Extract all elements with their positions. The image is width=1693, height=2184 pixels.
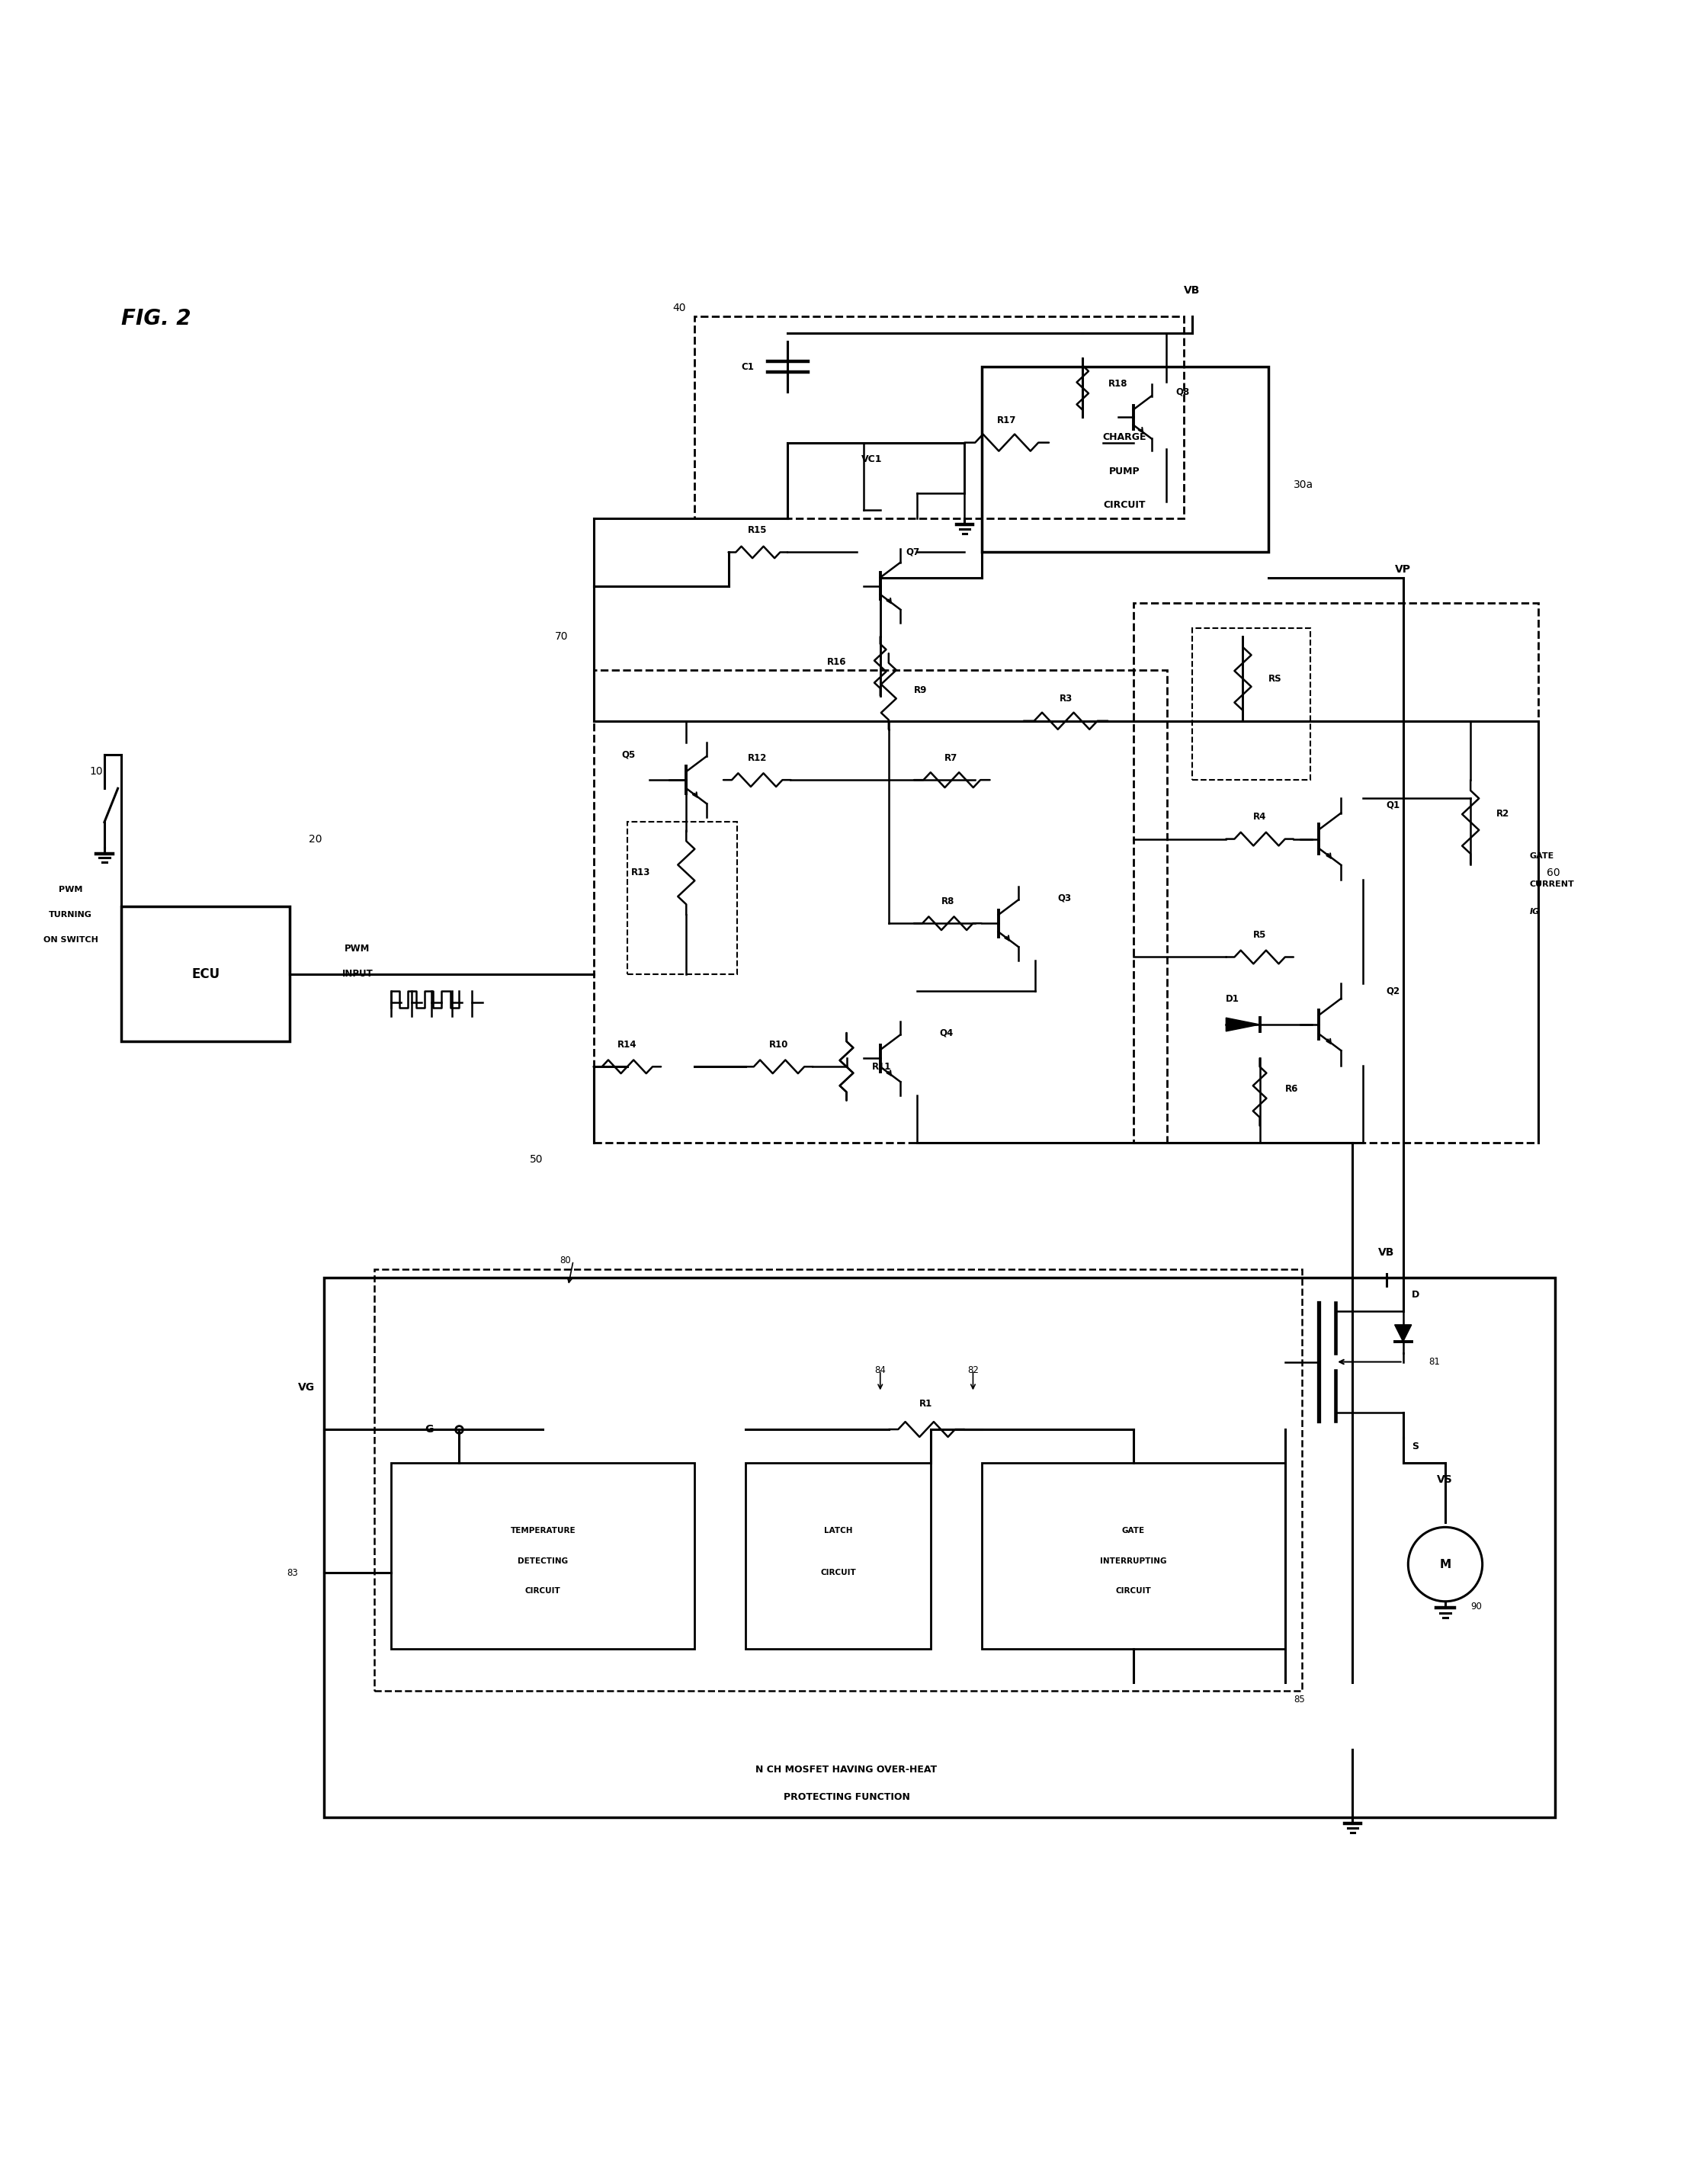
Text: R17: R17 — [997, 415, 1016, 426]
Polygon shape — [1226, 1018, 1260, 1031]
Bar — [982, 1463, 1285, 1649]
Text: R7: R7 — [945, 753, 958, 762]
Text: CIRCUIT: CIRCUIT — [525, 1588, 560, 1594]
Bar — [374, 1269, 1302, 1690]
Text: 20: 20 — [308, 834, 322, 845]
Text: CIRCUIT: CIRCUIT — [1116, 1588, 1151, 1594]
Text: 84: 84 — [875, 1365, 885, 1376]
Text: R6: R6 — [1285, 1083, 1299, 1094]
Text: G: G — [425, 1424, 433, 1435]
Text: VG: VG — [298, 1382, 315, 1393]
Text: TURNING: TURNING — [49, 911, 93, 919]
Text: GATE: GATE — [1529, 852, 1554, 860]
Text: 81: 81 — [1429, 1356, 1439, 1367]
Text: VB: VB — [1183, 286, 1200, 297]
Text: VC1: VC1 — [862, 454, 882, 465]
Text: 10: 10 — [90, 767, 103, 778]
Bar — [1192, 629, 1310, 780]
Text: GATE: GATE — [1122, 1527, 1144, 1535]
Bar — [982, 367, 1268, 553]
Text: R10: R10 — [769, 1040, 789, 1051]
Text: 40: 40 — [672, 301, 686, 312]
Text: 60: 60 — [1546, 867, 1559, 878]
Text: R18: R18 — [1107, 378, 1128, 389]
Text: LATCH: LATCH — [824, 1527, 852, 1535]
Text: Q8: Q8 — [1175, 387, 1188, 397]
Text: VB: VB — [1378, 1247, 1395, 1258]
Text: 90: 90 — [1471, 1601, 1481, 1612]
Bar — [323, 1278, 1554, 1817]
Text: IG: IG — [1529, 909, 1539, 915]
Text: VP: VP — [1395, 563, 1410, 574]
Text: R8: R8 — [941, 895, 955, 906]
Text: INTERRUPTING: INTERRUPTING — [1100, 1557, 1166, 1564]
Bar — [1133, 603, 1537, 1142]
Text: S: S — [1412, 1441, 1419, 1450]
Text: R12: R12 — [747, 753, 767, 762]
Text: Q7: Q7 — [906, 548, 919, 557]
Text: R14: R14 — [618, 1040, 637, 1051]
Text: R4: R4 — [1253, 812, 1266, 821]
Text: R9: R9 — [914, 686, 928, 695]
Text: ECU: ECU — [191, 968, 220, 981]
Text: ON SWITCH: ON SWITCH — [44, 937, 98, 943]
Text: CHARGE: CHARGE — [1102, 432, 1146, 443]
Text: TEMPERATURE: TEMPERATURE — [510, 1527, 576, 1535]
Text: DETECTING: DETECTING — [518, 1557, 569, 1564]
Text: M: M — [1439, 1559, 1451, 1570]
Text: R5: R5 — [1253, 930, 1266, 939]
Bar — [694, 317, 1183, 518]
Text: CIRCUIT: CIRCUIT — [819, 1568, 857, 1577]
Polygon shape — [1395, 1326, 1412, 1341]
Text: Q1: Q1 — [1387, 799, 1400, 810]
Text: PUMP: PUMP — [1109, 467, 1141, 476]
Text: R13: R13 — [631, 867, 650, 878]
Text: R3: R3 — [1060, 695, 1072, 703]
Text: 70: 70 — [555, 631, 569, 642]
Text: Q2: Q2 — [1387, 985, 1400, 996]
Text: C1: C1 — [742, 363, 753, 371]
Text: RS: RS — [1268, 675, 1282, 684]
Bar — [391, 1463, 694, 1649]
Bar — [745, 1463, 931, 1649]
Text: VS: VS — [1437, 1474, 1453, 1485]
Text: R1: R1 — [919, 1400, 933, 1409]
Text: PWM: PWM — [345, 943, 371, 954]
Text: CIRCUIT: CIRCUIT — [1104, 500, 1146, 511]
Text: D: D — [1412, 1289, 1419, 1299]
Text: D1: D1 — [1226, 994, 1239, 1005]
Bar — [122, 906, 290, 1042]
Text: INPUT: INPUT — [342, 970, 372, 978]
Text: 85: 85 — [1293, 1695, 1305, 1704]
Text: R2: R2 — [1497, 808, 1508, 819]
Text: 83: 83 — [288, 1568, 298, 1577]
Text: CURRENT: CURRENT — [1529, 880, 1574, 889]
Bar — [594, 670, 1166, 1142]
Text: R16: R16 — [828, 657, 846, 666]
Text: 82: 82 — [967, 1365, 979, 1376]
Bar — [626, 821, 736, 974]
Text: Q4: Q4 — [940, 1029, 953, 1037]
Text: R11: R11 — [872, 1061, 891, 1072]
Text: Q5: Q5 — [621, 749, 635, 760]
Text: 50: 50 — [530, 1153, 543, 1164]
Text: R15: R15 — [747, 526, 767, 535]
Text: Q3: Q3 — [1058, 893, 1072, 902]
Text: PROTECTING FUNCTION: PROTECTING FUNCTION — [784, 1793, 909, 1802]
Text: 80: 80 — [560, 1256, 571, 1265]
Text: PWM: PWM — [59, 887, 83, 893]
Text: 30a: 30a — [1293, 480, 1314, 489]
Text: FIG. 2: FIG. 2 — [122, 308, 191, 330]
Text: N CH MOSFET HAVING OVER-HEAT: N CH MOSFET HAVING OVER-HEAT — [755, 1765, 938, 1776]
